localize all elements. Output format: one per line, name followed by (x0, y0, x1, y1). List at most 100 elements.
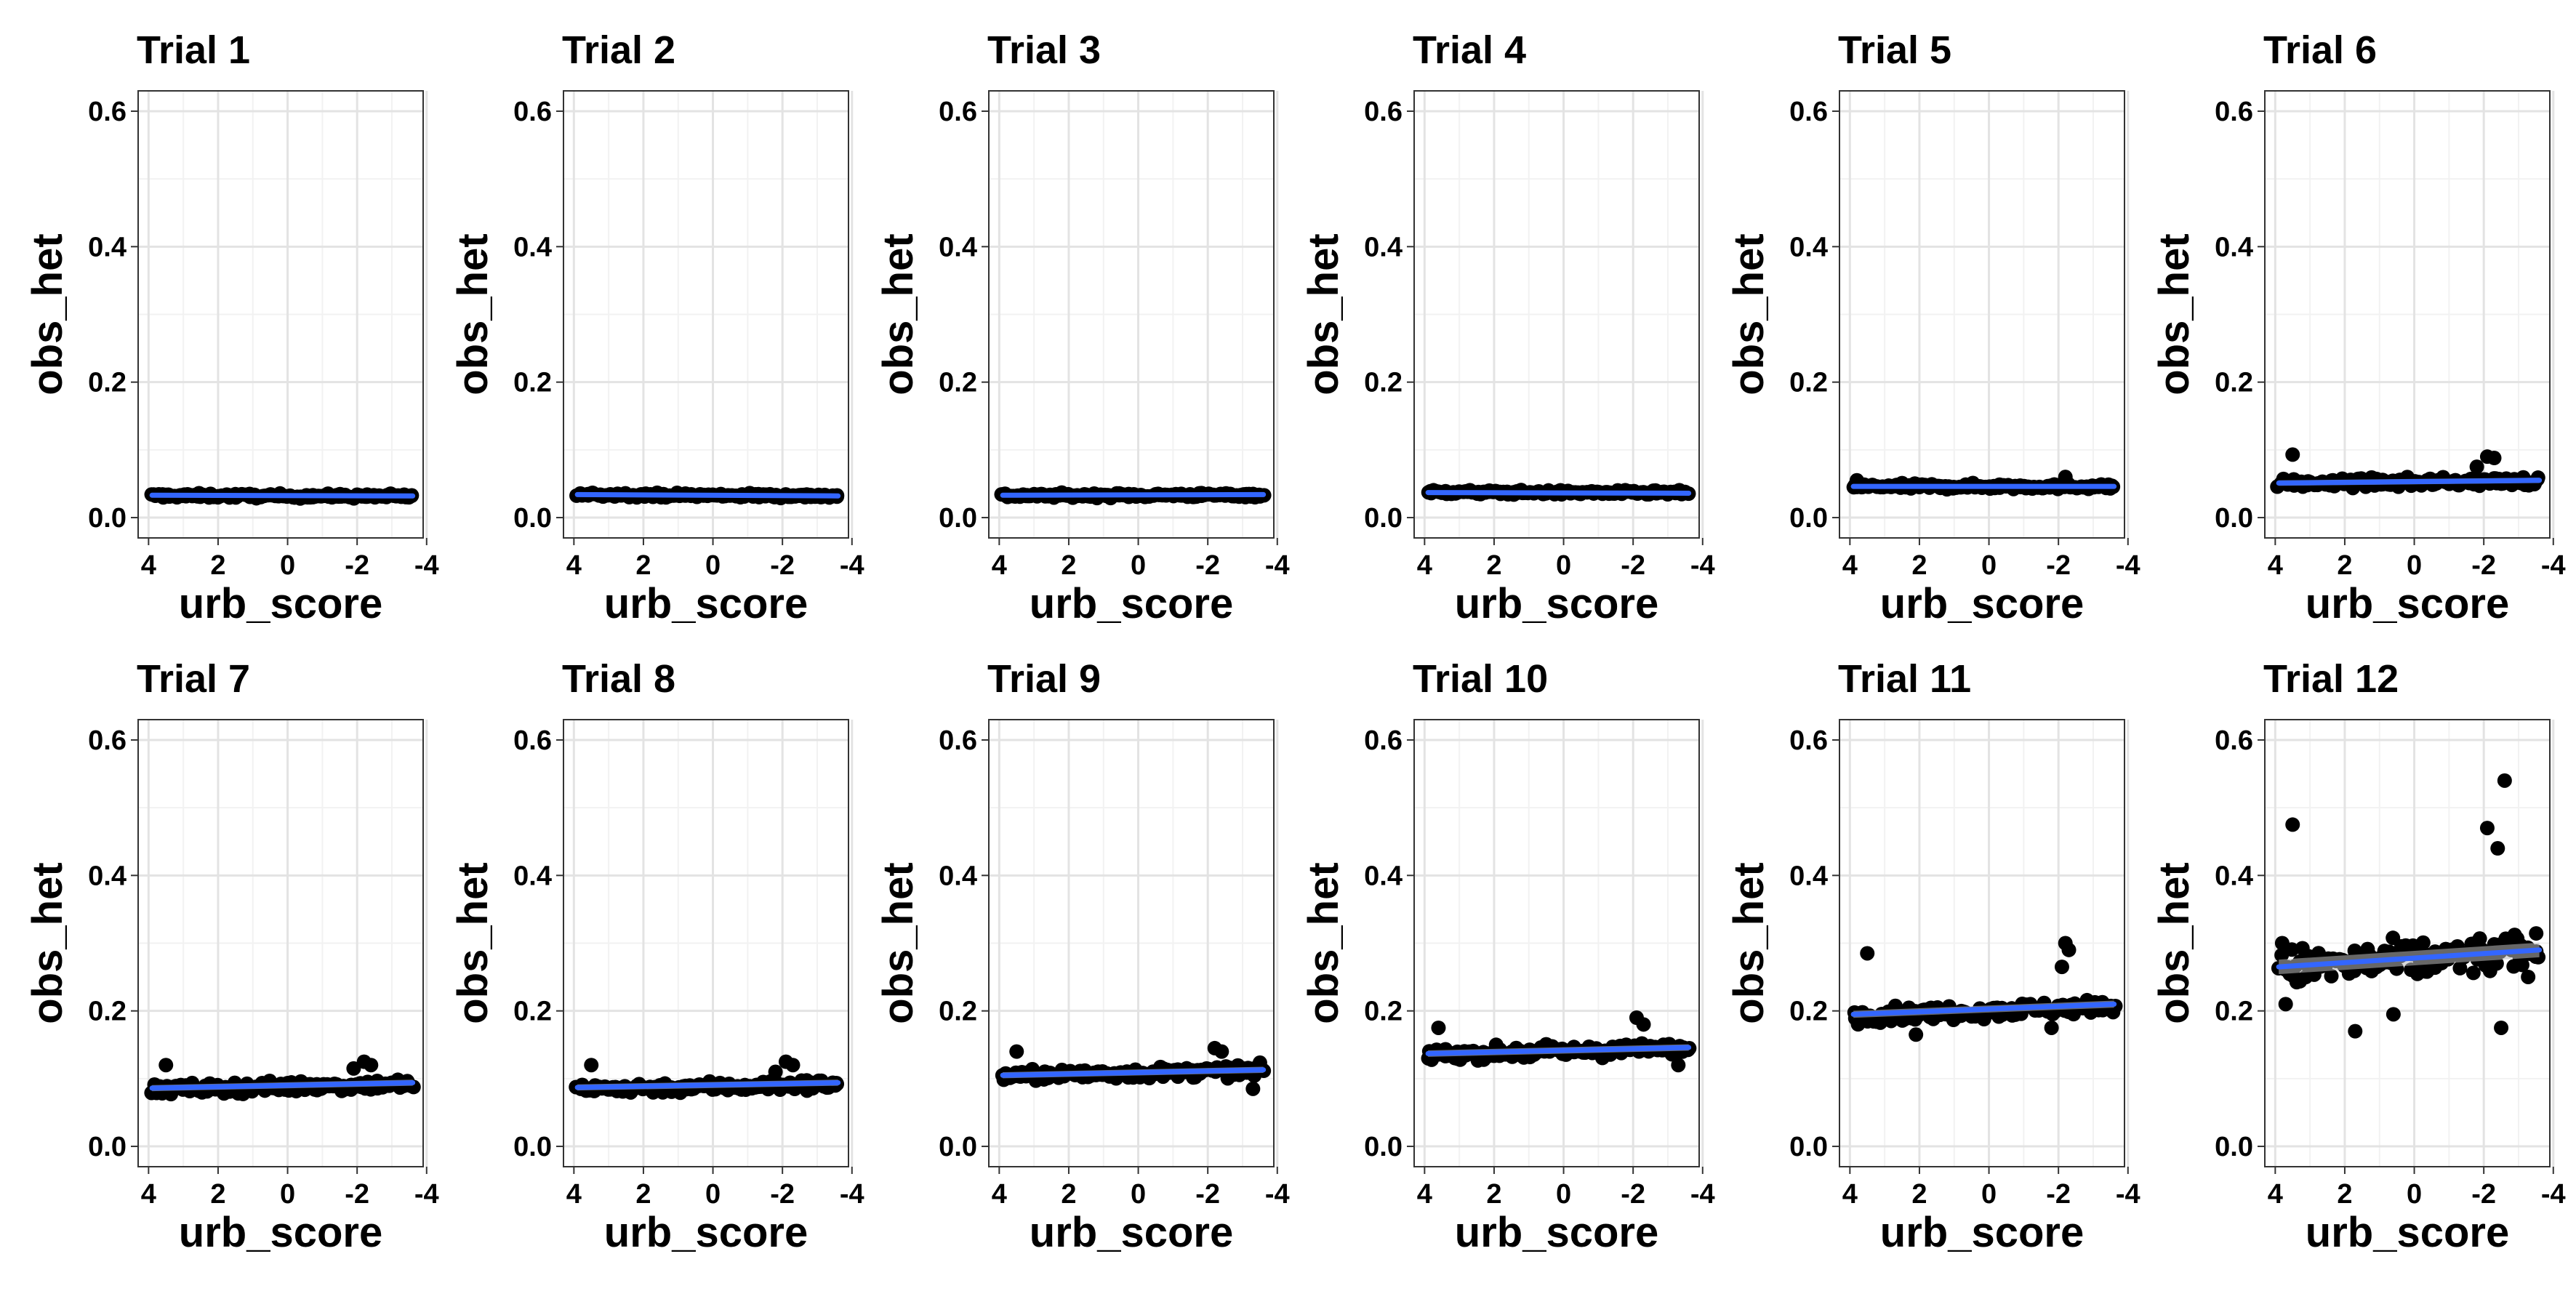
x-axis-label: urb_score (1880, 580, 2084, 627)
data-point (2054, 960, 2069, 975)
panel-title: Trial 1 (137, 28, 250, 72)
facet-panel: Trial 10 4 2 0 -2 -4 0.0 0.2 0.4 0.6 urb_score obs_… (1300, 657, 1715, 1256)
y-tick-label: 0.2 (88, 997, 127, 1027)
y-axis-label: obs_het (24, 862, 71, 1023)
x-tick-label: 4 (1842, 1179, 1858, 1210)
x-tick-label: 0 (1556, 550, 1571, 581)
x-axis-label: urb_score (1030, 1209, 1233, 1256)
panel-border (988, 719, 1275, 1167)
x-tick-label: -2 (2471, 550, 2496, 581)
panel-border (2264, 90, 2551, 539)
x-tick-label: 4 (1842, 550, 1858, 581)
y-tick-label: 0.4 (513, 232, 552, 262)
x-tick-label: 2 (2337, 1179, 2352, 1210)
x-tick-label: 4 (566, 1179, 582, 1210)
data-point (1909, 1027, 1924, 1042)
x-axis-label: urb_score (2306, 580, 2509, 627)
x-tick-label: -2 (2046, 550, 2071, 581)
x-tick-label: 2 (1061, 1179, 1076, 1210)
x-tick-label: -2 (1621, 1179, 1645, 1210)
x-tick-label: -4 (840, 1179, 864, 1210)
data-point (785, 1058, 801, 1073)
y-tick-label: 0.4 (2215, 861, 2253, 891)
x-tick-label: -2 (1195, 1179, 1220, 1210)
y-tick-label: 0.4 (939, 861, 977, 891)
y-tick-label: 0.4 (513, 861, 552, 891)
y-tick-label: 0.0 (1364, 1132, 1403, 1162)
x-tick-label: -2 (1621, 550, 1645, 581)
x-tick-label: 2 (1911, 550, 1927, 581)
y-tick-label: 0.0 (1789, 503, 1828, 534)
data-point (2415, 935, 2431, 950)
panel-border (2264, 719, 2551, 1167)
x-tick-label: -4 (1690, 1179, 1715, 1210)
y-tick-label: 0.6 (88, 97, 127, 127)
data-point (1636, 1017, 1651, 1032)
y-tick-label: 0.0 (88, 1132, 127, 1162)
y-tick-label: 0.0 (1789, 1132, 1828, 1162)
y-axis-label: obs_het (449, 233, 497, 395)
panel-border (1839, 90, 2125, 539)
x-tick-label: -4 (414, 1179, 439, 1210)
y-axis-label: obs_het (24, 233, 71, 395)
trend-line (1425, 1045, 1692, 1056)
y-axis-label: obs_het (2151, 233, 2198, 395)
y-tick-label: 0.0 (939, 1132, 977, 1162)
y-tick-label: 0.6 (1789, 97, 1828, 127)
x-tick-label: -4 (1265, 550, 1290, 581)
x-tick-label: -4 (1690, 550, 1715, 581)
x-tick-label: 2 (1061, 550, 1076, 581)
y-tick-label: 0.2 (2215, 368, 2253, 398)
data-point (2324, 968, 2339, 984)
panel-border (563, 90, 849, 539)
trend-line (1425, 490, 1692, 496)
y-tick-label: 0.2 (513, 997, 552, 1027)
x-tick-label: -4 (2541, 1179, 2566, 1210)
panel-title: Trial 9 (987, 657, 1101, 701)
data-point (159, 1058, 174, 1073)
x-axis-label: urb_score (179, 580, 382, 627)
y-tick-label: 0.6 (1789, 725, 1828, 756)
x-tick-label: -2 (345, 1179, 369, 1210)
y-tick-label: 0.6 (513, 725, 552, 756)
x-axis-label: urb_score (604, 580, 808, 627)
x-tick-label: 0 (705, 550, 721, 581)
panel-title: Trial 5 (1838, 28, 1951, 72)
x-tick-label: 0 (1131, 550, 1146, 581)
x-tick-label: -2 (345, 550, 369, 581)
data-point (2285, 817, 2300, 832)
trend-line (2276, 478, 2543, 486)
panel-border (1413, 719, 1700, 1167)
y-tick-label: 0.6 (939, 725, 977, 756)
data-point (2469, 459, 2484, 475)
y-tick-label: 0.0 (513, 1132, 552, 1162)
panel-border (137, 90, 424, 539)
y-axis-label: obs_het (1300, 862, 1347, 1023)
facet-panel: Trial 8 4 2 0 -2 -4 0.0 0.2 0.4 0.6 urb_score obs_h… (449, 657, 864, 1256)
x-tick-label: 0 (1131, 1179, 1146, 1210)
data-point (1671, 1058, 1686, 1073)
x-tick-label: 4 (2268, 1179, 2283, 1210)
x-tick-label: -4 (414, 550, 439, 581)
data-point (1214, 1044, 1229, 1059)
x-tick-label: 4 (141, 1179, 156, 1210)
trend-line (574, 1079, 841, 1090)
x-tick-label: 2 (1486, 550, 1501, 581)
trend-line (574, 491, 841, 499)
y-tick-label: 0.2 (513, 368, 552, 398)
data-point (2521, 969, 2536, 984)
x-tick-label: -4 (2541, 550, 2566, 581)
facet-panel: Trial 4 4 2 0 -2 -4 0.0 0.2 0.4 0.6 urb_score obs_h… (1300, 28, 1715, 627)
y-tick-label: 0.4 (1364, 232, 1403, 262)
data-point (1860, 946, 1875, 961)
y-axis-label: obs_het (875, 862, 922, 1023)
data-point (2044, 1020, 2059, 1035)
y-tick-label: 0.6 (2215, 97, 2253, 127)
trend-line (1850, 1001, 2117, 1017)
trend-line (149, 492, 416, 499)
x-tick-label: -2 (2471, 1179, 2496, 1210)
y-axis-label: obs_het (1725, 862, 1773, 1023)
panel-title: Trial 4 (1413, 28, 1526, 72)
